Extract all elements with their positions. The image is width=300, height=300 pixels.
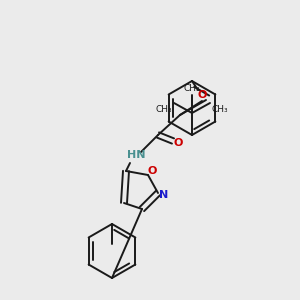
Text: HN: HN (127, 150, 145, 160)
Text: CH₃: CH₃ (212, 105, 229, 114)
Text: CH₃: CH₃ (184, 84, 200, 93)
Text: O: O (147, 166, 157, 176)
Text: N: N (159, 190, 169, 200)
Text: O: O (197, 90, 207, 100)
Text: O: O (173, 138, 183, 148)
Text: CH₃: CH₃ (155, 105, 172, 114)
